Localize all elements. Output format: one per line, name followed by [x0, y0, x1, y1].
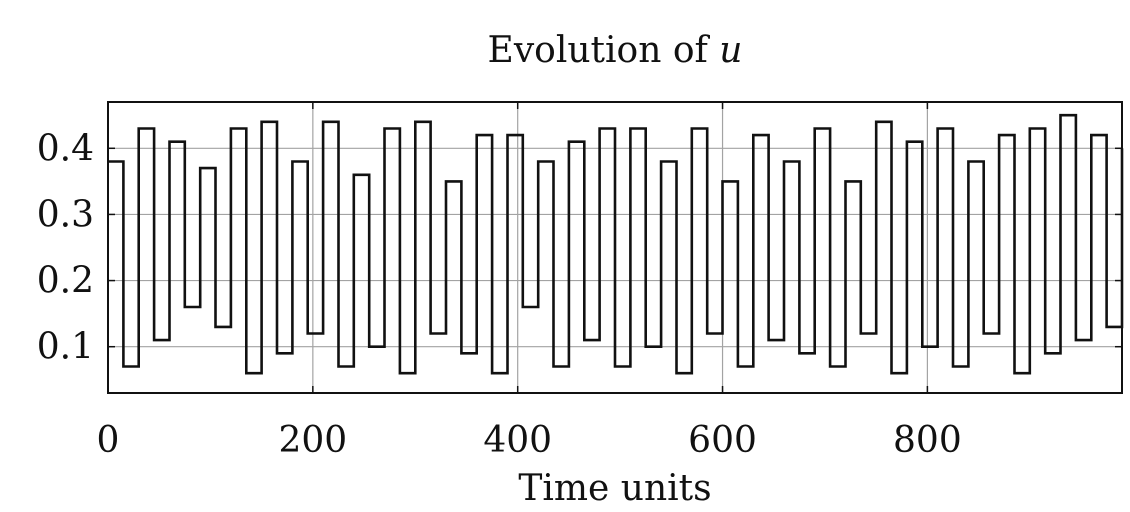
series-layer: [108, 113, 1124, 375]
y-tick-label-2: 0.3: [37, 194, 94, 235]
x-tick-label-1: 200: [278, 420, 347, 461]
x-tick-label-3: 600: [688, 420, 757, 461]
chart-title: Evolution of u: [488, 30, 743, 71]
series-line-0: [108, 113, 1124, 375]
x-tick-label-4: 800: [893, 420, 962, 461]
chart-title-variable: u: [719, 30, 742, 71]
axis-ticks: 0 200 400 600 800 0.1 0.2 0.3 0.4: [37, 102, 1122, 461]
x-tick-label-0: 0: [97, 420, 120, 461]
y-tick-label-1: 0.2: [37, 261, 94, 302]
x-axis-label: Time units: [518, 468, 711, 509]
y-tick-label-0: 0.1: [37, 327, 94, 368]
chart-title-text: Evolution of: [488, 30, 720, 71]
plot-frame: [107, 101, 1123, 394]
y-tick-label-3: 0.4: [37, 128, 94, 169]
x-tick-label-2: 400: [483, 420, 552, 461]
